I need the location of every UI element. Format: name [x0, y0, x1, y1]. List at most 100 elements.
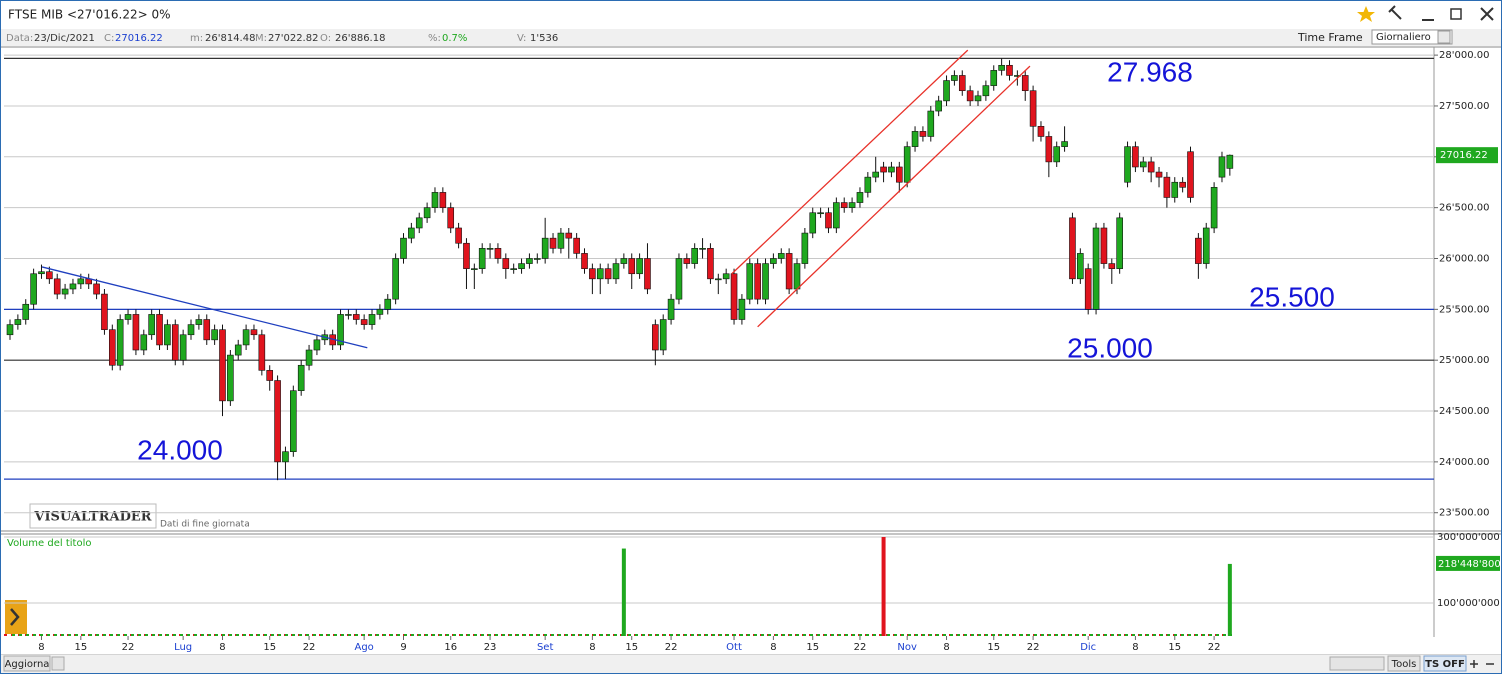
- candle-body: [770, 258, 777, 264]
- candle-body: [337, 314, 344, 346]
- candle-body: [234, 344, 242, 356]
- update-label: Aggiorna: [5, 659, 50, 670]
- x-tick-label: 15: [987, 642, 1000, 653]
- candle-body: [636, 258, 643, 275]
- candle-body: [596, 268, 604, 280]
- time-frame-label: Time Frame: [1297, 31, 1363, 44]
- candle-body: [691, 248, 698, 264]
- annotation: 24.000: [137, 434, 223, 465]
- candle-body: [297, 364, 305, 391]
- maximize-button[interactable]: [1450, 8, 1462, 20]
- candle-body: [1061, 141, 1068, 147]
- candle-body: [1092, 227, 1100, 310]
- candle-body: [620, 258, 628, 264]
- candle-body: [211, 329, 218, 341]
- volume-label-box: [1436, 555, 1500, 571]
- candle-body: [872, 171, 880, 178]
- annotation: 27.968: [1107, 56, 1193, 87]
- x-tick-label: 23: [484, 642, 497, 653]
- candle-body: [974, 95, 982, 102]
- zoom-buttons[interactable]: [1470, 660, 1494, 668]
- candle-body: [856, 192, 864, 203]
- x-tick-label: Dic: [1080, 642, 1096, 653]
- tools-button[interactable]: [1387, 655, 1421, 672]
- expand-button[interactable]: [5, 600, 27, 634]
- candle-body: [439, 192, 447, 208]
- favorite-star[interactable]: [1357, 6, 1375, 22]
- update-button[interactable]: [3, 655, 51, 672]
- candle-body: [242, 329, 250, 346]
- candle-body: [754, 263, 761, 300]
- candle-body: [785, 253, 793, 290]
- candle-body: [494, 248, 502, 259]
- candle-body: [1108, 263, 1116, 269]
- candle-body: [258, 334, 266, 371]
- candle-body: [1077, 253, 1084, 280]
- candle-body: [833, 202, 840, 229]
- candle-body: [880, 166, 887, 173]
- candle-body: [573, 237, 580, 254]
- candle-body: [541, 237, 549, 259]
- candle-body: [990, 70, 998, 86]
- candle-body: [1210, 187, 1218, 229]
- y-tick-label: 26'500.00: [1439, 203, 1489, 214]
- candle-body: [801, 232, 809, 264]
- candle-body: [360, 319, 368, 325]
- candle-body: [46, 271, 53, 280]
- time-frame-select[interactable]: [1371, 29, 1453, 45]
- candle-body: [809, 212, 817, 234]
- x-tick-label: 8: [1132, 642, 1138, 653]
- candle-body: [140, 334, 148, 351]
- candle-body: [1069, 217, 1076, 280]
- candle-body: [722, 273, 730, 280]
- ts-label: TS OFF: [1425, 659, 1465, 670]
- x-tick-label: 22: [665, 642, 678, 653]
- candle-body: [675, 258, 683, 300]
- tools-icon[interactable]: [1388, 5, 1402, 20]
- candle-body: [714, 278, 722, 281]
- expand-arrow: [10, 608, 20, 626]
- candle-body: [903, 146, 911, 183]
- scroll-left[interactable]: [51, 656, 65, 671]
- candle-body: [659, 319, 667, 351]
- candle-body: [911, 131, 919, 147]
- candle-body: [888, 166, 895, 173]
- candle-body: [864, 176, 872, 193]
- info-label: m:: [190, 33, 203, 44]
- x-tick-label: 15: [806, 642, 819, 653]
- x-tick-label: 22: [303, 642, 316, 653]
- candle-body: [266, 370, 274, 381]
- close-button[interactable]: [1480, 7, 1494, 21]
- x-tick-label: Ago: [354, 642, 373, 653]
- candle-body: [392, 258, 399, 300]
- candle-body: [518, 263, 525, 269]
- candle-body: [77, 278, 85, 285]
- candle-body: [447, 207, 455, 229]
- candle-body: [1124, 146, 1131, 183]
- candle-body: [14, 319, 22, 325]
- candle-body: [30, 273, 37, 305]
- candle-body: [1195, 237, 1202, 264]
- candle-body: [1155, 171, 1163, 178]
- info-value: 0.7%: [442, 33, 467, 44]
- select-arrow[interactable]: [1437, 30, 1451, 44]
- info-value: 1'536: [530, 33, 558, 44]
- x-tick-label: 9: [400, 642, 406, 653]
- info-bar: [1, 29, 1501, 46]
- candle-body: [179, 334, 187, 361]
- candle-body: [203, 319, 211, 341]
- candle-body: [565, 232, 573, 239]
- candle-body: [935, 100, 942, 112]
- candle-body: [730, 273, 738, 320]
- candle-body: [408, 227, 415, 239]
- info-value: 27016.22: [115, 33, 163, 44]
- scrollbar[interactable]: [1329, 656, 1385, 671]
- candle-body: [510, 268, 517, 270]
- last-price-label: 27016.22: [1440, 150, 1488, 161]
- x-tick-label: 15: [74, 642, 87, 653]
- candle-body: [1187, 151, 1194, 198]
- brand: VISUALTRADER: [33, 510, 151, 525]
- candle-body: [313, 339, 321, 351]
- candle-body: [290, 390, 297, 453]
- ts-button[interactable]: [1423, 655, 1467, 672]
